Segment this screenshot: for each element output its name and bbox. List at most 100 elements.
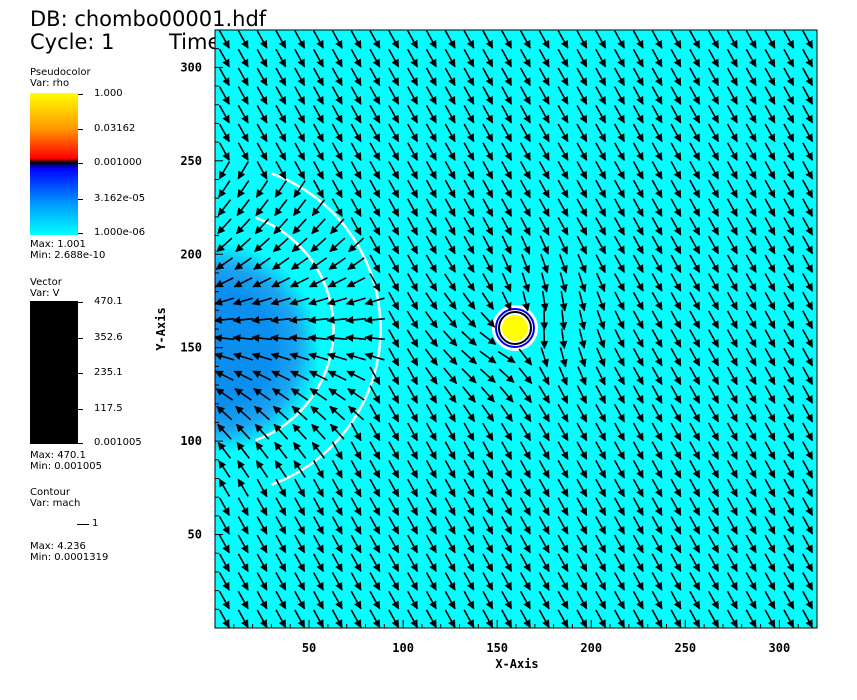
vector-arrow (294, 48, 306, 68)
vector-arrow (539, 235, 550, 255)
vec-tick-label-3: 117.5 (94, 403, 123, 414)
vector-arrow (463, 441, 475, 460)
vector-arrow (783, 497, 795, 516)
vector-arrow (538, 216, 550, 236)
vector-arrow (670, 534, 682, 554)
vector-arrow (345, 334, 367, 343)
vector-arrow (576, 235, 588, 255)
vector-arrow (425, 497, 437, 516)
vector-arrow (538, 142, 550, 161)
vector-arrow (745, 179, 757, 199)
vector-arrow (482, 609, 494, 628)
vector-arrow (540, 347, 549, 368)
vector-arrow (538, 422, 550, 442)
vector-arrow (463, 235, 475, 255)
vector-arrow (463, 422, 475, 442)
vector-arrow (726, 123, 738, 143)
vector-arrow (350, 590, 362, 610)
vector-arrow (613, 48, 625, 68)
vector-arrow (292, 423, 307, 440)
vector-arrow (764, 86, 776, 105)
vector-arrow (310, 405, 327, 421)
vector-arrow (463, 534, 475, 554)
vector-arrow (273, 423, 289, 440)
vector-arrow (538, 123, 550, 143)
vector-arrow (651, 441, 663, 460)
vector-arrow (670, 572, 682, 591)
vector-arrow (576, 198, 588, 217)
vector-arrow (237, 478, 249, 497)
vector-arrow (275, 30, 287, 49)
vector-arrow (576, 104, 588, 124)
vector-arrow (482, 235, 494, 255)
vector-arrow (783, 478, 795, 498)
vector-arrow (576, 516, 588, 535)
vector-arrow (501, 179, 513, 199)
vector-arrow (613, 385, 625, 404)
vector-arrow (521, 272, 531, 293)
vector-arrow (613, 254, 625, 274)
vector-arrow (802, 385, 814, 404)
vector-arrow (407, 366, 419, 386)
vector-arrow (271, 277, 291, 288)
vector-arrow (519, 48, 531, 68)
vector-arrow (294, 104, 306, 124)
vector-arrow (519, 460, 531, 479)
vector-arrow (726, 553, 738, 573)
vector-arrow (519, 422, 532, 442)
vector-arrow (425, 441, 437, 460)
vector-arrow (237, 86, 249, 105)
vector-arrow (388, 553, 400, 573)
vector-arrow (689, 422, 701, 442)
vector-arrow (764, 553, 776, 573)
star-blob (492, 305, 538, 351)
vector-arrow (558, 235, 568, 255)
vector-arrow (689, 441, 701, 460)
vector-arrow (577, 366, 587, 386)
vector-arrow (613, 142, 625, 161)
vector-arrow (595, 142, 607, 161)
vector-arrow (726, 217, 738, 236)
vector-arrow (275, 104, 287, 124)
vector-arrow (329, 237, 346, 253)
vector-arrow (651, 590, 663, 610)
vector-arrow (348, 237, 365, 253)
vector-arrow (521, 253, 531, 274)
vector-arrow (519, 30, 531, 49)
vector-arrow (369, 403, 381, 423)
field-layer (215, 30, 814, 628)
vector-arrow (237, 30, 249, 49)
vector-arrow (312, 86, 324, 105)
vector-arrow (290, 388, 309, 401)
vector-arrow (726, 347, 738, 367)
vector-arrow (651, 179, 663, 199)
vector-arrow (557, 422, 569, 442)
vector-arrow (216, 237, 233, 253)
vector-arrow (218, 30, 230, 49)
vector-arrow (651, 254, 663, 274)
y-tick-label: 150 (180, 341, 202, 355)
vector-arrow (311, 423, 326, 440)
vector-arrow (632, 179, 644, 199)
vector-arrow (364, 352, 385, 361)
vector-min: Min: 0.001005 (30, 461, 103, 472)
vector-arrow (407, 497, 419, 516)
vec-tick-label-0: 470.1 (94, 296, 123, 307)
vector-arrow (463, 86, 475, 105)
vector-arrow (576, 572, 588, 591)
vector-arrow (596, 328, 606, 349)
vector-arrow (595, 272, 606, 293)
vector-arrow (632, 310, 644, 330)
vector-arrow (557, 403, 569, 423)
vector-arrow (463, 67, 475, 87)
vector-arrow (388, 422, 400, 442)
vector-arrow (425, 161, 437, 180)
x-tick-label: 100 (392, 641, 414, 655)
vector-arrow (764, 179, 776, 199)
vector-arrow (576, 590, 588, 610)
vector-arrow (651, 534, 663, 554)
vector-arrow (463, 553, 475, 573)
vector-arrow (218, 553, 230, 573)
vector-arrow (425, 572, 437, 591)
vector-arrow (444, 235, 456, 255)
